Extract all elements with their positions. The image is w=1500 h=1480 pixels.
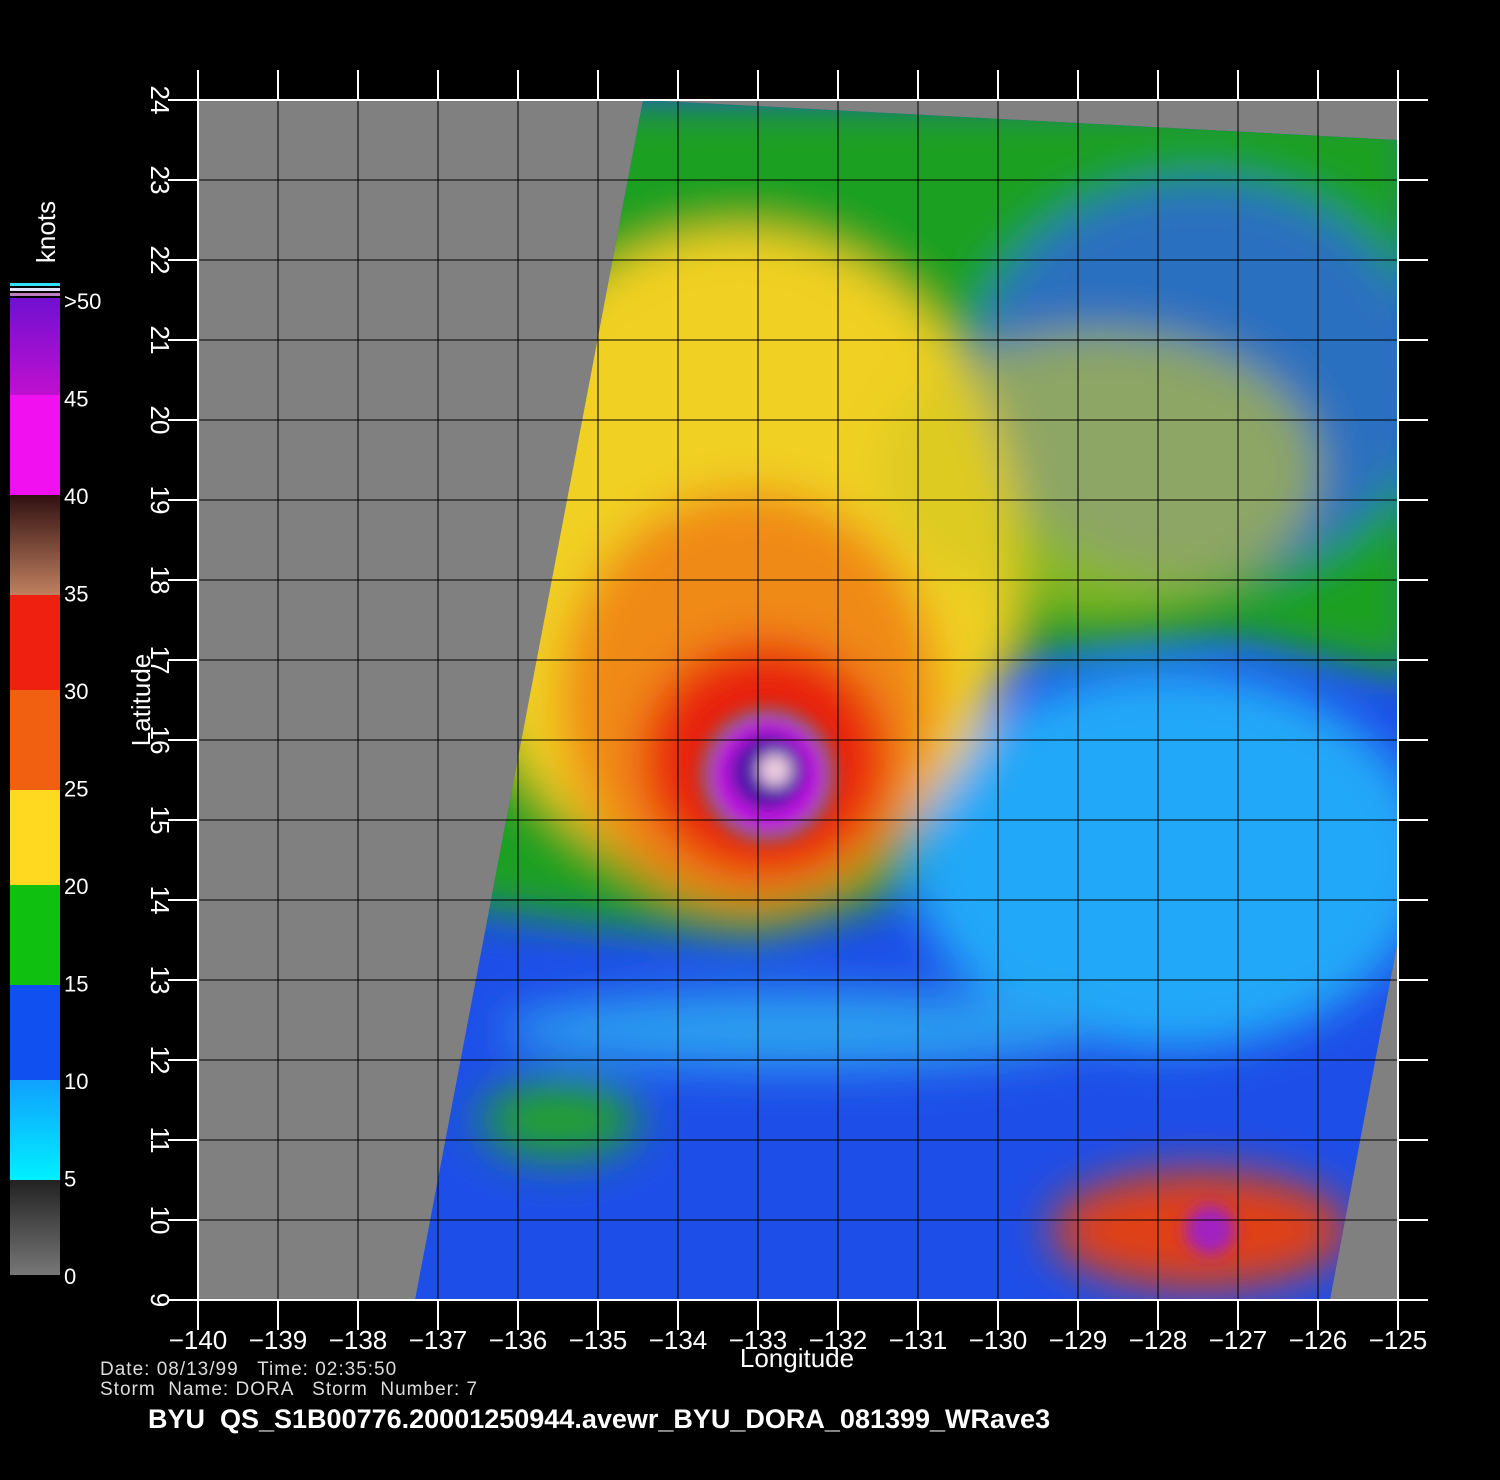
calm-area bbox=[910, 670, 1398, 1050]
y-tick-label: 23 bbox=[145, 166, 175, 195]
colorbar-label: 35 bbox=[64, 581, 88, 606]
x-tick-label: −125 bbox=[1369, 1325, 1428, 1355]
y-tick-label: 24 bbox=[145, 86, 175, 115]
colorbar-label: >50 bbox=[64, 289, 101, 314]
y-tick-label: 20 bbox=[145, 406, 175, 435]
colorbar: knots bbox=[10, 201, 61, 1275]
y-tick-label: 19 bbox=[145, 486, 175, 515]
cb-segment bbox=[10, 1180, 60, 1275]
x-tick-label: −140 bbox=[169, 1325, 228, 1355]
x-tick-label: −137 bbox=[409, 1325, 468, 1355]
x-tick-label: −132 bbox=[809, 1325, 868, 1355]
y-tick-label: 9 bbox=[145, 1293, 175, 1307]
x-tick-label: −128 bbox=[1129, 1325, 1188, 1355]
footer: BYU QS_S1B00776.20001250944.avewr_BYU_DO… bbox=[148, 1404, 1050, 1434]
cb-segment bbox=[10, 985, 60, 1080]
x-tick-label: −135 bbox=[569, 1325, 628, 1355]
colorbar-title: knots bbox=[31, 201, 61, 263]
colorbar-label: 5 bbox=[64, 1166, 76, 1191]
y-tick-label: 17 bbox=[145, 646, 175, 675]
y-axis-label: Latitude bbox=[126, 654, 156, 747]
y-tick-label: 13 bbox=[145, 966, 175, 995]
y-tick-label: 18 bbox=[145, 566, 175, 595]
y-tick-label: 10 bbox=[145, 1206, 175, 1235]
info-line: Storm Name: DORA Storm Number: 7 bbox=[100, 1379, 478, 1400]
cb-segment bbox=[10, 790, 60, 885]
yellow-region bbox=[880, 330, 1320, 610]
cb-segment bbox=[10, 690, 60, 790]
colorbar-label: 10 bbox=[64, 1069, 88, 1094]
cb-segment bbox=[10, 595, 60, 690]
colorbar-label: 45 bbox=[64, 386, 88, 411]
x-tick-label: −130 bbox=[969, 1325, 1028, 1355]
cb-segment bbox=[10, 298, 60, 395]
colorbar-label: 20 bbox=[64, 874, 88, 899]
x-tick-label: −129 bbox=[1049, 1325, 1108, 1355]
x-tick-label: −133 bbox=[729, 1325, 788, 1355]
y-tick-label: 16 bbox=[145, 726, 175, 755]
y-tick-label: 15 bbox=[145, 806, 175, 835]
colorbar-label: 0 bbox=[64, 1264, 76, 1289]
colorbar-label: 40 bbox=[64, 484, 88, 509]
colorbar-labels: 0 5 10 15 20 25 30 35 40 45 >50 bbox=[64, 289, 101, 1289]
x-tick-label: −126 bbox=[1289, 1325, 1348, 1355]
cb-segment bbox=[10, 395, 60, 495]
cb-segment bbox=[10, 1080, 60, 1180]
colorbar-label: 30 bbox=[64, 679, 88, 704]
y-tick-label: 21 bbox=[145, 326, 175, 355]
x-tick-label: −134 bbox=[649, 1325, 708, 1355]
cb-stripe bbox=[10, 288, 60, 291]
info-line: Date: 08/13/99 Time: 02:35:50 bbox=[100, 1359, 397, 1380]
x-tick-label: −136 bbox=[489, 1325, 548, 1355]
y-tick-label: 11 bbox=[145, 1127, 175, 1154]
cb-stripe bbox=[10, 293, 60, 296]
x-tick-label: −139 bbox=[249, 1325, 308, 1355]
colorbar-label: 15 bbox=[64, 971, 88, 996]
green-patch bbox=[480, 1080, 640, 1160]
wind-swath bbox=[415, 100, 1398, 1300]
ticks: −140 −139 −138 −137 −136 −135 −134 −133 −132 −131… bbox=[145, 70, 1428, 1355]
colorbar-label: 25 bbox=[64, 776, 88, 801]
cb-stripe bbox=[10, 283, 60, 286]
y-tick-label: 12 bbox=[145, 1046, 175, 1075]
x-tick-label: −138 bbox=[329, 1325, 388, 1355]
y-tick-label: 22 bbox=[145, 246, 175, 275]
eye bbox=[759, 754, 791, 786]
core-patch bbox=[1185, 1205, 1235, 1255]
cb-segment bbox=[10, 885, 60, 985]
storm-core bbox=[700, 707, 1235, 1255]
plot-frame bbox=[197, 99, 1399, 1301]
x-tick-label: −127 bbox=[1209, 1325, 1268, 1355]
y-tick-label: 14 bbox=[145, 886, 175, 915]
x-tick-label: −131 bbox=[889, 1325, 948, 1355]
x-axis-label: Longitude bbox=[740, 1343, 854, 1373]
calm-band bbox=[500, 990, 1100, 1070]
cb-segment bbox=[10, 495, 60, 595]
